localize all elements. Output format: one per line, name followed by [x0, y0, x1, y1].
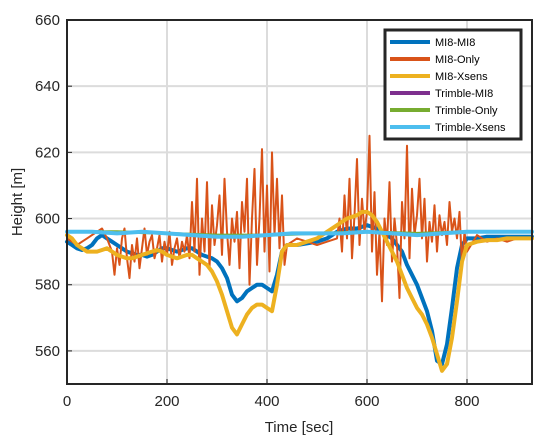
- y-tick-label: 640: [35, 78, 60, 95]
- legend-label: Trimble-Xsens: [435, 122, 506, 134]
- x-tick-label: 200: [154, 393, 179, 410]
- series-line-mi8-only: [66, 134, 533, 303]
- series-group: [65, 134, 534, 373]
- x-tick-label: 0: [63, 393, 71, 410]
- legend-label: MI8-Only: [435, 54, 480, 66]
- y-tick-label: 600: [35, 211, 60, 228]
- tick-labels: 0 200 400 600 800 560 580 600 620 640 660: [35, 12, 480, 410]
- legend: MI8-MI8 MI8-Only MI8-Xsens Trimble-MI8 Trimb…: [383, 28, 523, 141]
- series-line-mi8-xsens: [65, 209, 534, 373]
- y-tick-label: 620: [35, 144, 60, 161]
- legend-box: [383, 28, 523, 141]
- legend-label: Trimble-Only: [435, 105, 498, 117]
- y-tick-label: 560: [35, 343, 60, 360]
- legend-label: MI8-MI8: [435, 37, 475, 49]
- x-tick-label: 600: [354, 393, 379, 410]
- y-tick-label: 580: [35, 277, 60, 294]
- y-tick-label: 660: [35, 12, 60, 29]
- series-line-trimble-xsens: [65, 229, 534, 239]
- x-tick-label: 800: [454, 393, 479, 410]
- plot-frame: [66, 19, 533, 385]
- legend-label: Trimble-MI8: [435, 88, 493, 100]
- x-tick-label: 400: [254, 393, 279, 410]
- x-axis-label: Time [sec]: [265, 419, 334, 436]
- y-axis-label: Height [m]: [9, 168, 26, 236]
- legend-label: MI8-Xsens: [435, 71, 488, 83]
